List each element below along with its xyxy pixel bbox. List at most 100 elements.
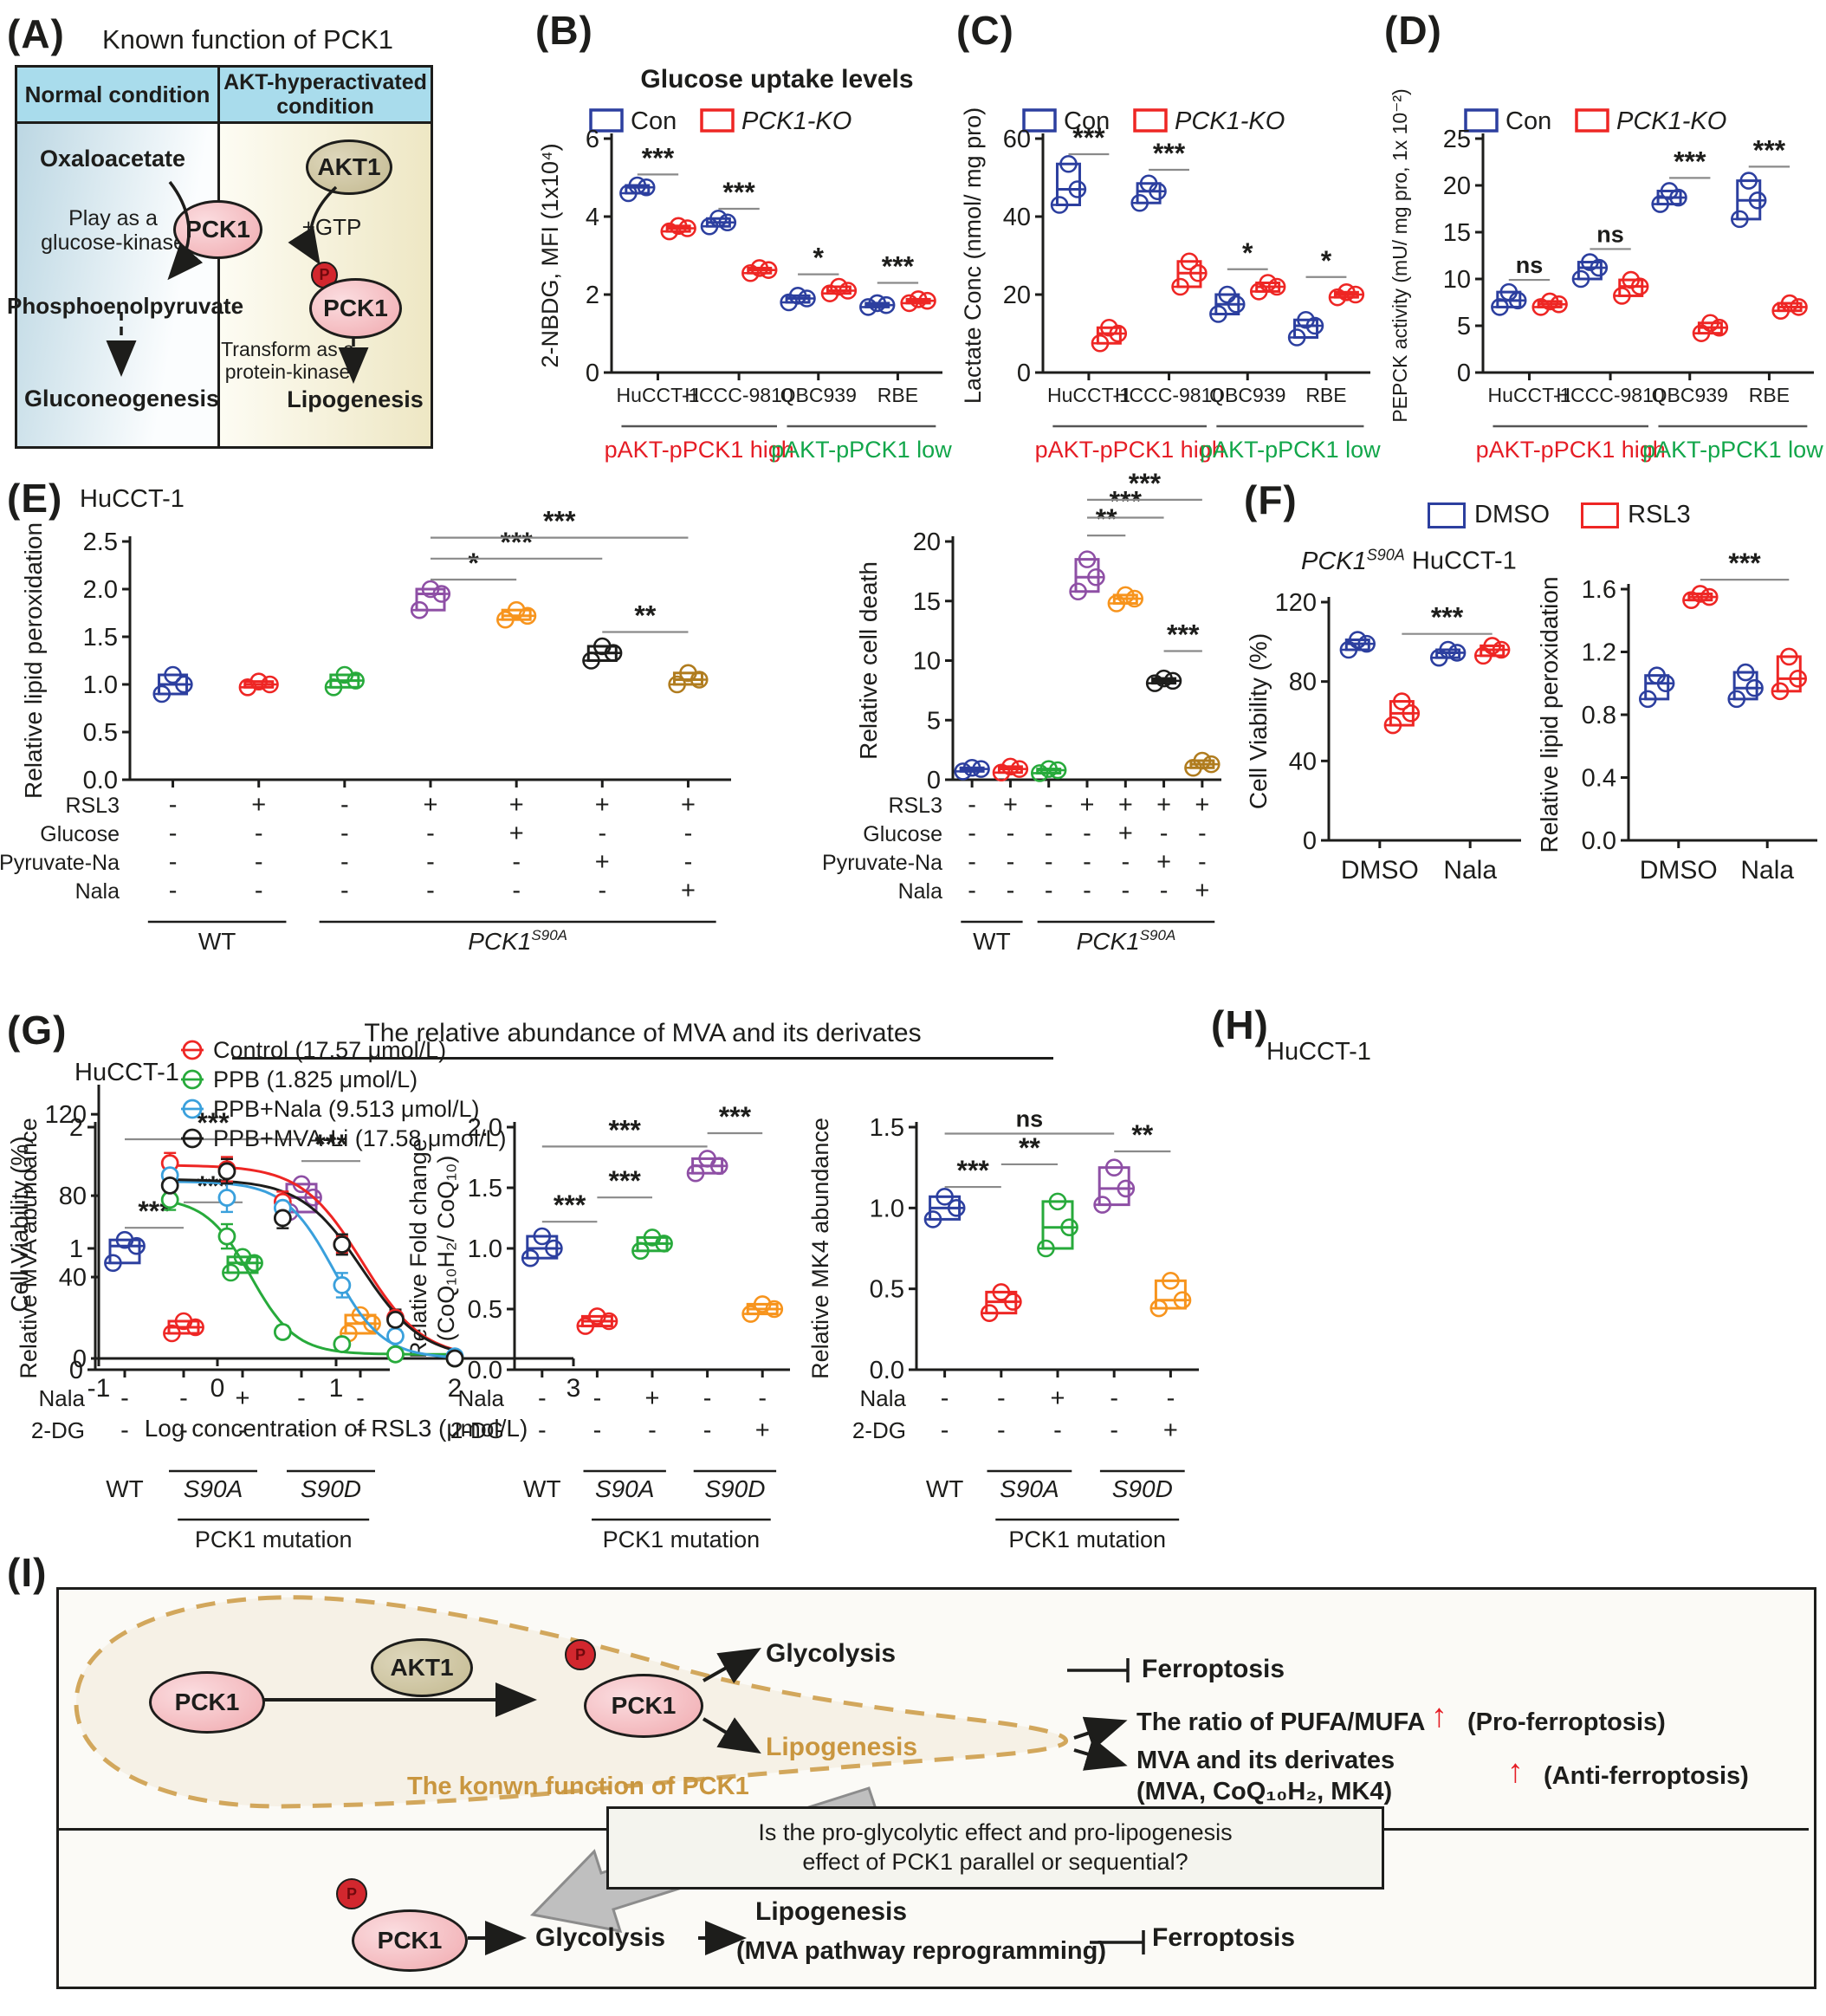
svg-text:+: + [681,877,696,904]
svg-text:-: - [941,1416,949,1444]
svg-text:-: - [941,1384,949,1412]
panel-F-title-sup: S90A [1366,546,1405,563]
svg-text:-: - [1007,848,1015,876]
svg-text:DMSO: DMSO [1341,856,1419,885]
chart-lipid-peroxidation-E: 0.0 0.5 1.0 1.5 2.0 2.5 Relative lipid peroxid… [0,494,747,983]
svg-text:-: - [684,820,693,847]
svg-text:***: *** [882,251,915,282]
svg-text:-: - [538,1384,547,1412]
svg-text:0: 0 [927,767,941,794]
svg-text:**: ** [1096,503,1117,535]
svg-text:Nala: Nala [39,1385,86,1411]
svg-text:-: - [648,1416,657,1444]
svg-text:***: *** [642,142,675,173]
svg-text:80: 80 [1289,669,1317,697]
svg-text:pAKT-pPCK1 low: pAKT-pPCK1 low [1642,437,1823,463]
svg-text:+: + [595,791,610,819]
anti-ferroptosis-label: (Anti-ferroptosis) [1544,1762,1749,1790]
svg-text:-: - [426,848,435,876]
chart-lactate: Con PCK1-KO 0 20 40 60 Lactate Conc (nmol/ mg … [956,30,1381,478]
svg-text:WT: WT [198,928,236,955]
panel-E-label: (E) [7,476,63,521]
chart-cell-death-E: 0 5 10 15 20 Relative cell death ** *** *** *** RS… [747,468,1228,983]
svg-text:-: - [255,848,263,876]
svg-text:-: - [169,791,178,819]
ppck1-ellipse-I: PCK1 [584,1674,703,1738]
svg-text:HuCCT-1: HuCCT-1 [617,384,700,406]
protein-kinase-note-line1: Transform as a [221,338,354,360]
svg-text:***: *** [197,1107,230,1138]
svg-text:S90D: S90D [301,1475,361,1502]
svg-text:1.5: 1.5 [870,1114,904,1142]
panel-G-label: (G) [7,1008,68,1053]
svg-text:***: *** [957,1155,990,1186]
ferroptosis-label-I-top: Ferroptosis [1142,1655,1285,1683]
svg-text:Con: Con [1505,107,1551,135]
svg-text:HuCCT-1: HuCCT-1 [1047,384,1130,406]
svg-text:pAKT-pPCK1 low: pAKT-pPCK1 low [1200,437,1381,463]
svg-text:-: - [297,1384,306,1412]
chart-dose-response: 0 40 80 120 Cell Viability (%) -1 0 1 2 3 Log conc… [0,993,613,1484]
svg-text:-: - [997,1384,1006,1412]
svg-text:1.5: 1.5 [83,624,118,651]
glycolysis-label-I-top: Glycolysis [766,1639,897,1668]
svg-text:1: 1 [329,1374,344,1403]
chart-svg-F2: 0.0 0.4 0.8 1.2 1.6 Relative lipid peroxidati… [1536,548,1817,885]
svg-text:+: + [681,791,696,819]
svg-text:+: + [1156,848,1171,876]
svg-text:Nala: Nala [1443,856,1497,885]
glucose-kinase-note-line2: glucose-kinase [41,230,185,255]
svg-text:-: - [1053,1416,1062,1444]
svg-text:-: - [968,791,976,819]
svg-text:0.0: 0.0 [870,1357,904,1384]
svg-text:+: + [424,791,438,819]
svg-text:S90D: S90D [704,1475,765,1502]
svg-text:40: 40 [59,1264,87,1292]
up-arrow-pro: ↑ [1431,1698,1447,1734]
svg-text:-: - [684,848,693,876]
svg-text:+: + [1003,791,1018,819]
svg-text:***: *** [1129,468,1162,499]
svg-text:0.4: 0.4 [1582,765,1616,793]
chart-svg-E1: 0.0 0.5 1.0 1.5 2.0 2.5 Relative lipid peroxid… [0,506,731,955]
svg-text:2: 2 [448,1374,463,1403]
svg-text:0.5: 0.5 [870,1276,904,1304]
svg-text:-: - [1121,877,1130,904]
svg-text:Relative Fold change: Relative Fold change [405,1138,431,1358]
svg-text:-: - [598,877,606,904]
svg-text:-: - [758,1384,767,1412]
svg-text:0.8: 0.8 [1582,702,1616,729]
svg-text:S90A: S90A [1000,1475,1059,1502]
svg-text:Glucose: Glucose [40,822,120,846]
gluconeogenesis-label: Gluconeogenesis [24,386,220,412]
svg-text:-: - [120,1416,129,1444]
svg-text:*: * [1242,237,1253,269]
svg-text:+: + [595,848,610,876]
svg-text:3: 3 [567,1374,581,1403]
svg-text:-: - [297,1416,306,1444]
svg-text:40: 40 [1003,204,1031,231]
known-function-caption: The konwn function of PCK1 [407,1773,749,1800]
pro-ferroptosis-label: (Pro-ferroptosis) [1467,1708,1666,1736]
svg-text:Con: Con [1064,107,1110,135]
svg-text:0: 0 [1457,360,1471,387]
svg-text:-: - [255,820,263,847]
svg-text:PCK1S90A: PCK1S90A [468,927,567,955]
svg-text:PCK1 mutation: PCK1 mutation [603,1527,761,1553]
svg-text:2-NBDG, MFI (1x10⁴): 2-NBDG, MFI (1x10⁴) [537,143,563,367]
svg-text:2: 2 [69,1114,83,1142]
svg-text:PCK1S90A: PCK1S90A [1077,927,1176,955]
svg-text:pAKT-pPCK1 high: pAKT-pPCK1 high [605,437,794,463]
svg-text:-: - [426,820,435,847]
svg-text:RSL3: RSL3 [65,794,120,818]
svg-text:-: - [1083,877,1091,904]
chart-glucose-uptake: Glucose uptake levels Con PCK1-KO 0 2 4 6 2-NBD… [535,30,956,478]
svg-text:-: - [1198,820,1207,847]
svg-text:1.5: 1.5 [468,1175,502,1202]
lipogenesis-label-A: Lipogenesis [287,386,424,412]
svg-text:Con: Con [631,107,677,135]
svg-text:-: - [512,848,521,876]
svg-text:+: + [1195,877,1209,904]
